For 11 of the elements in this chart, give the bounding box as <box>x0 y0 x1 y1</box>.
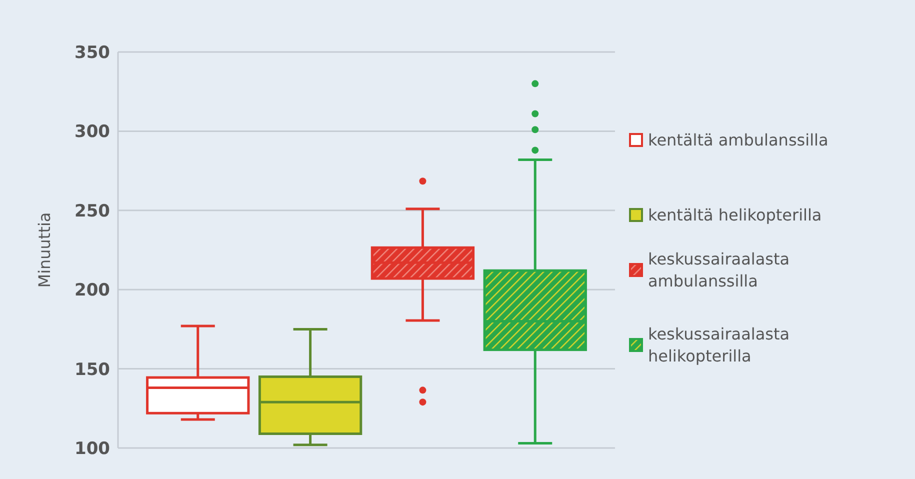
y-tick-label: 150 <box>74 360 110 380</box>
legend-label: kentältä helikopterilla <box>648 206 822 225</box>
legend-label: keskussairaalasta ambulanssilla <box>648 250 790 291</box>
y-tick-label: 100 <box>74 438 110 459</box>
y-tick-label: 350 <box>74 42 110 63</box>
y-tick-label: 250 <box>74 201 110 222</box>
y-axis-title: Minuuttia <box>35 212 54 288</box>
y-tick-label: 300 <box>74 122 110 142</box>
y-tick-label: 200 <box>74 280 110 301</box>
legend-label: kentältä ambulanssilla <box>648 130 828 150</box>
legend-label: keskussairaalasta helikopterilla <box>648 324 790 366</box>
